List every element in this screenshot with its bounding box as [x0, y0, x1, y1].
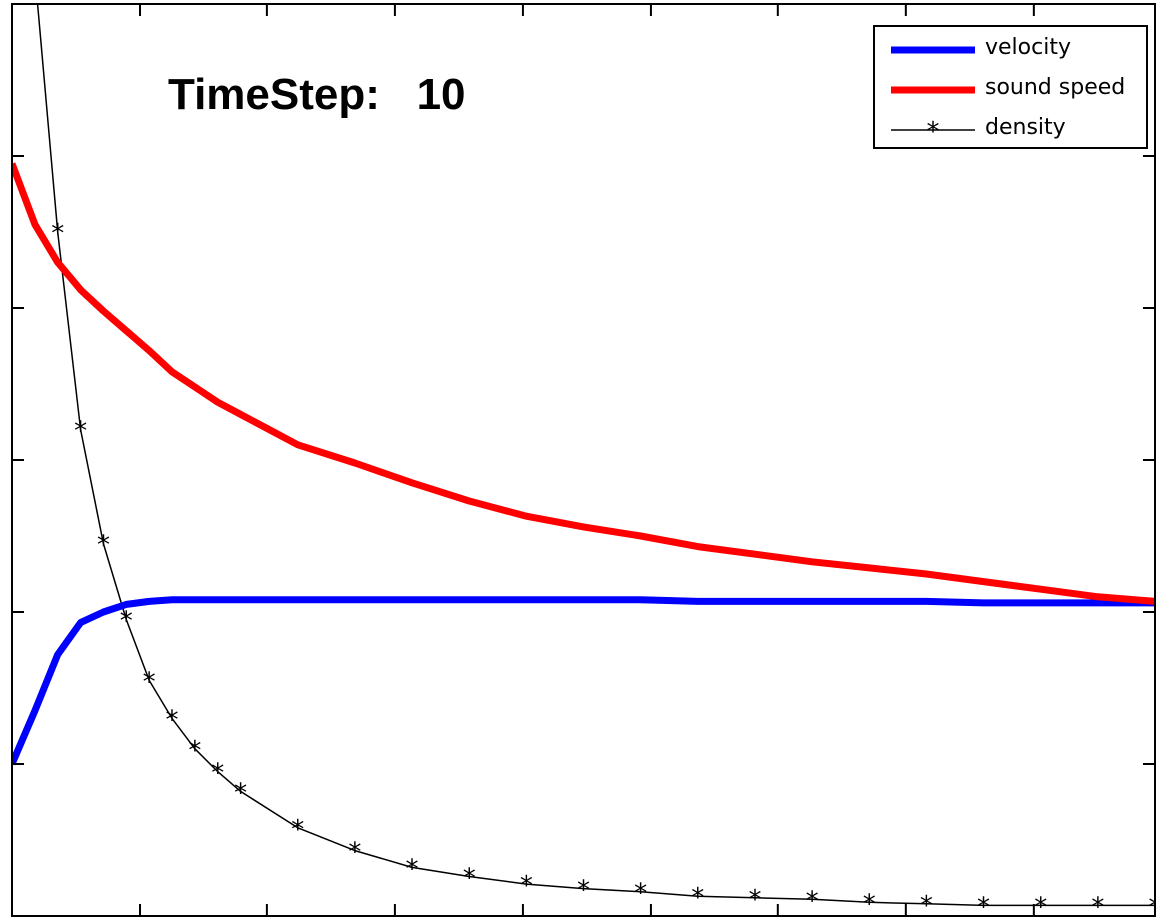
legend-entry-velocity: velocity: [875, 31, 1146, 69]
legend-swatch-velocity: [891, 46, 975, 54]
legend-label-density: density: [985, 115, 1066, 140]
density-marker: *: [634, 879, 647, 909]
plot-area: ***************************: [12, 4, 1156, 917]
density-marker: *: [211, 759, 224, 789]
density-marker: *: [520, 871, 533, 901]
series-line-density: [36, 4, 1155, 907]
legend-entry-sound-speed: sound speed: [875, 71, 1146, 109]
legend-entry-density: * density: [875, 111, 1146, 149]
density-marker: *: [863, 889, 876, 917]
density-marker: *: [977, 892, 990, 917]
density-marker: *: [577, 876, 590, 906]
series-line-sound-speed: [12, 162, 1155, 605]
density-marker: *: [234, 778, 247, 808]
density-marker: *: [74, 417, 87, 447]
density-marker: *: [97, 531, 110, 561]
axis-ticks: [12, 4, 1155, 916]
density-marker: *: [143, 667, 156, 697]
density-marker: *: [1091, 892, 1104, 917]
density-marker: *: [120, 607, 133, 637]
density-marker: *: [406, 854, 419, 884]
density-marker: *: [463, 863, 476, 893]
density-marker: *: [1034, 892, 1047, 917]
legend-swatch-density: *: [891, 117, 975, 147]
legend-label-velocity: velocity: [985, 35, 1071, 60]
density-marker: *: [748, 885, 761, 915]
density-marker: *: [291, 815, 304, 845]
density-marker: *: [348, 838, 361, 868]
density-marker: *: [920, 891, 933, 917]
svg-text:*: *: [927, 117, 940, 147]
timestep-annotation: TimeStep: 10: [168, 70, 466, 119]
legend-label-sound-speed: sound speed: [985, 75, 1126, 100]
density-marker: *: [166, 705, 179, 735]
density-marker: *: [188, 736, 201, 766]
density-marker: *: [1149, 892, 1156, 917]
density-marker: *: [691, 883, 704, 913]
density-marker: *: [51, 219, 64, 249]
series-line-velocity: [12, 596, 1155, 766]
density-marker: *: [806, 886, 819, 916]
legend: velocity sound speed * density: [873, 25, 1148, 149]
legend-swatch-sound-speed: [891, 86, 975, 94]
